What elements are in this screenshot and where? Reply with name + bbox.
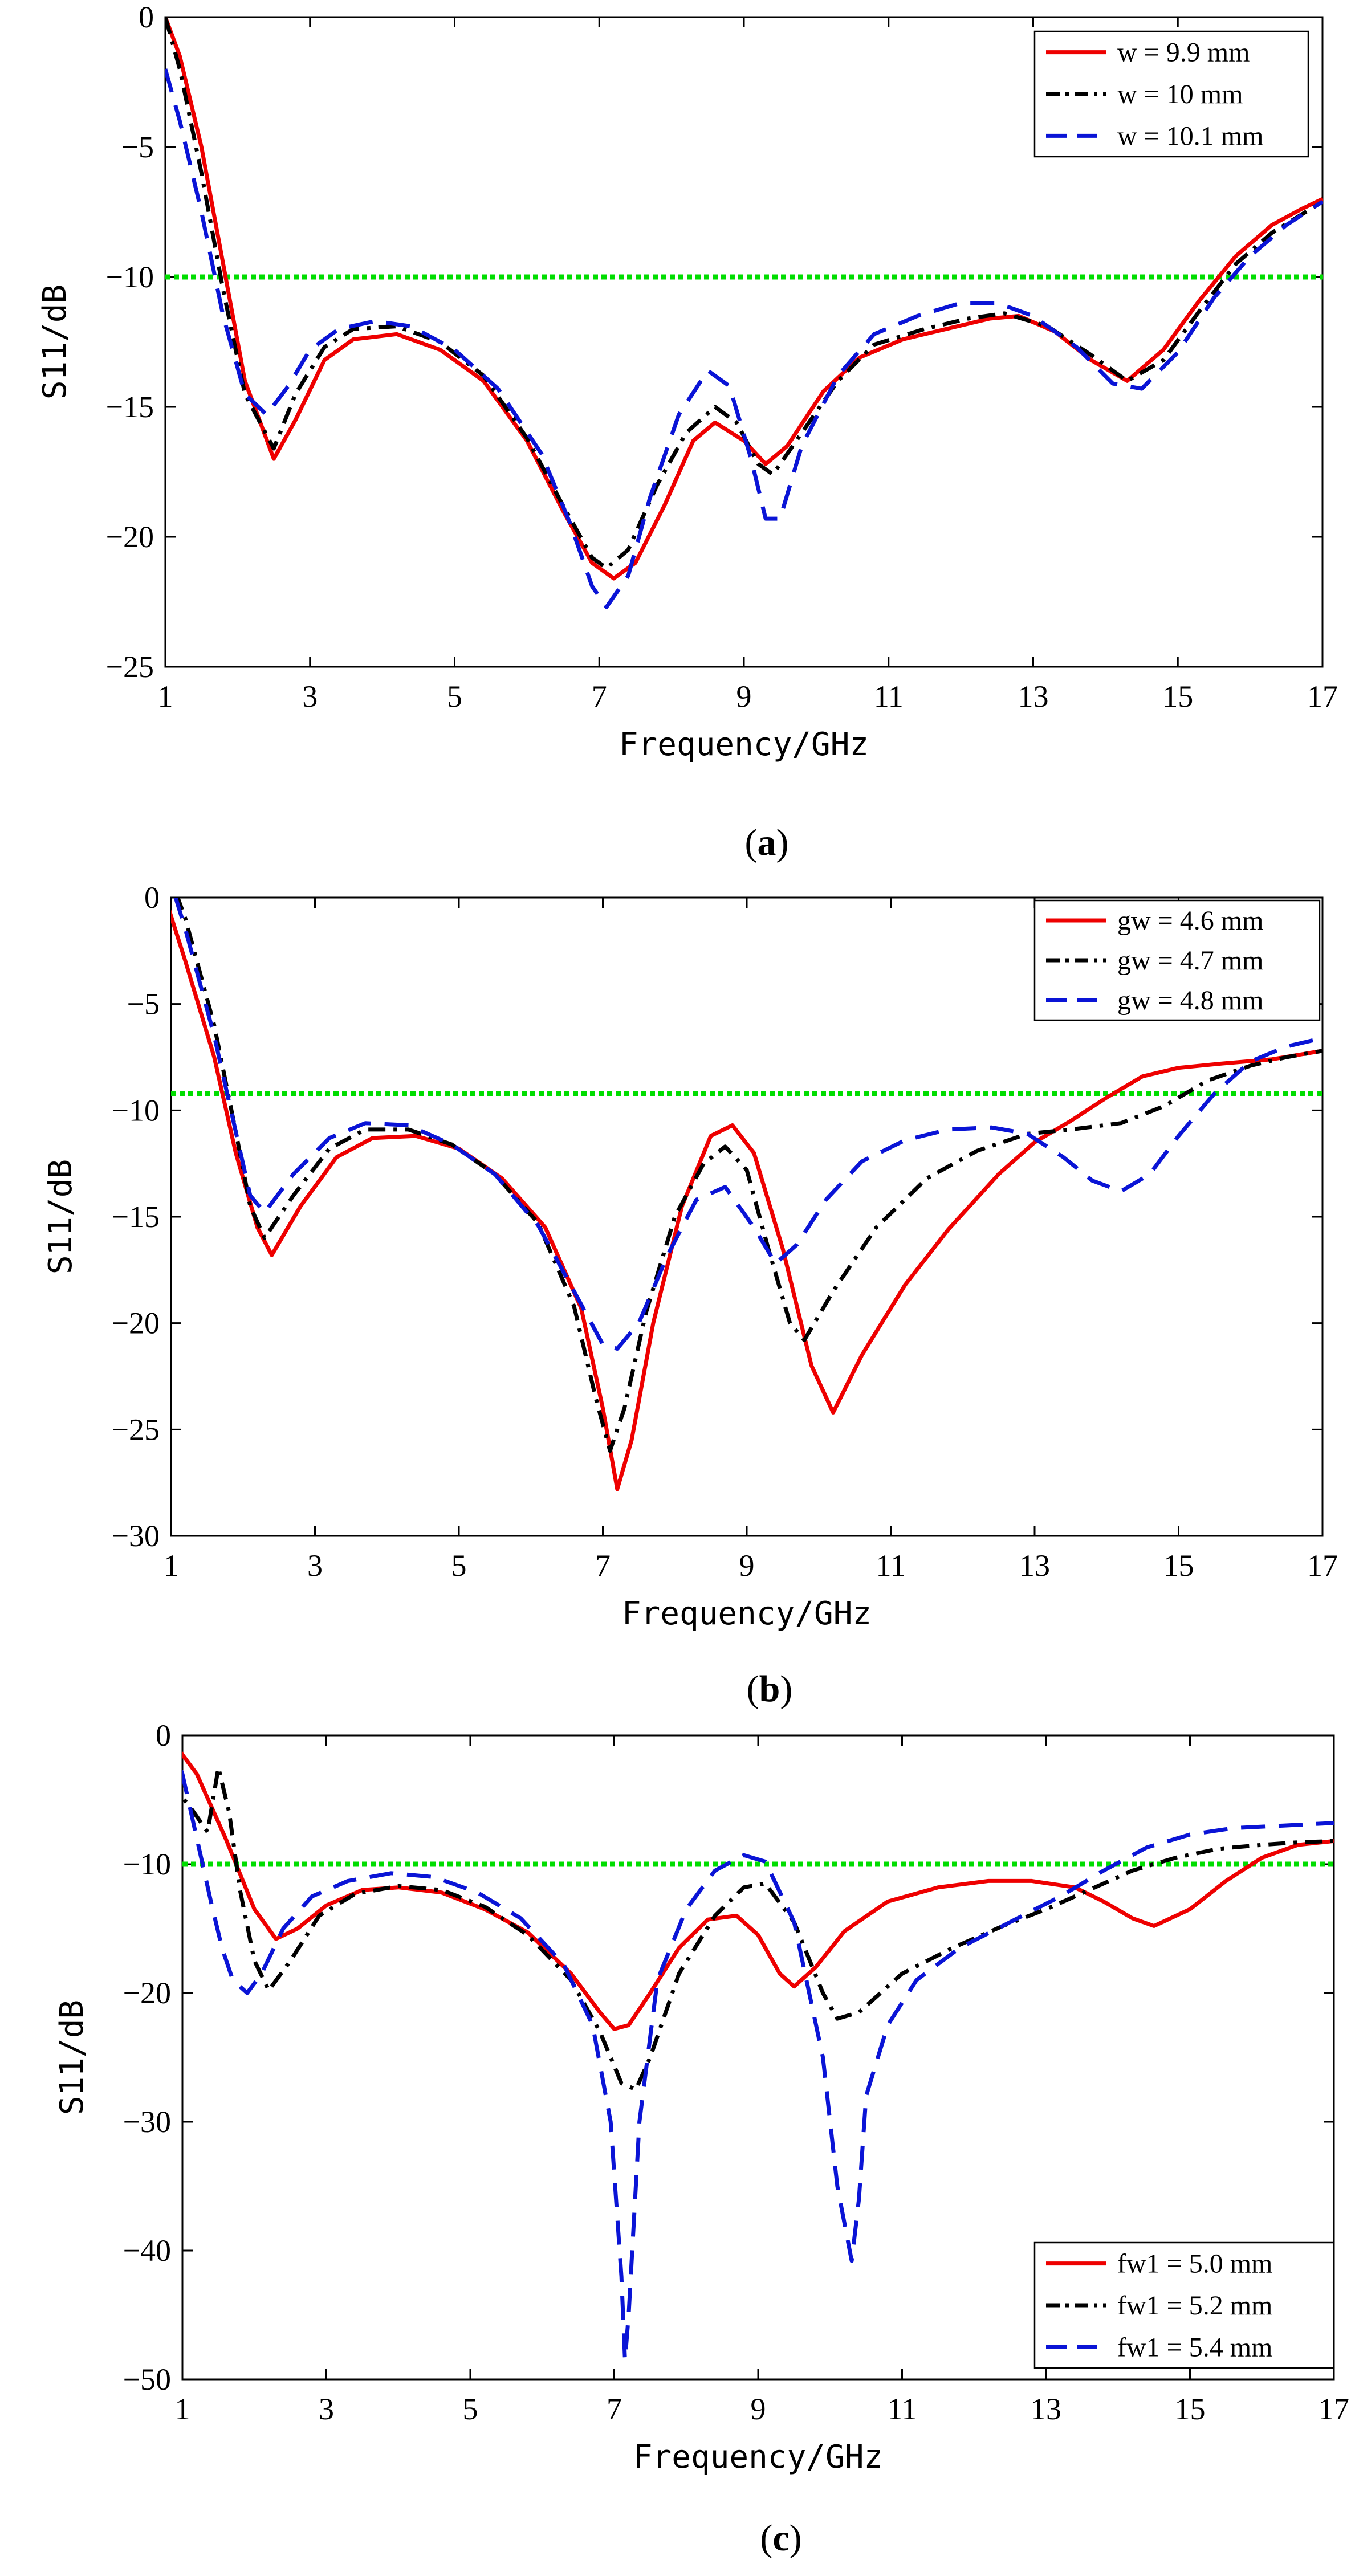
panel-caption: (c) bbox=[760, 2517, 801, 2559]
legend-label-3: w = 10.1 mm bbox=[1117, 121, 1263, 151]
y-tick-label: 0 bbox=[156, 1718, 171, 1752]
y-tick-label: 0 bbox=[144, 881, 160, 915]
series-line-2 bbox=[182, 1766, 1334, 2092]
y-tick-label: −10 bbox=[123, 1847, 171, 1881]
x-tick-label: 15 bbox=[1175, 2392, 1206, 2426]
y-tick-label: −10 bbox=[106, 260, 154, 294]
series-group bbox=[182, 1751, 1334, 2362]
legend: gw = 4.6 mm gw = 4.7 mm gw = 4.8 mm bbox=[1033, 899, 1321, 1021]
x-tick-label: 15 bbox=[1162, 679, 1193, 714]
legend: fw1 = 5.0 mm fw1 = 5.2 mm fw1 = 5.4 mm bbox=[1033, 2241, 1335, 2369]
y-tick-label: 0 bbox=[139, 0, 154, 34]
legend: w = 9.9 mm w = 10 mm w = 10.1 mm bbox=[1033, 30, 1309, 158]
series-line-1 bbox=[182, 1751, 1334, 2031]
x-tick-label: 13 bbox=[1018, 679, 1049, 714]
x-tick-label: 5 bbox=[451, 1548, 467, 1583]
x-tick-label: 17 bbox=[1307, 679, 1338, 714]
legend-label-3: gw = 4.8 mm bbox=[1117, 985, 1263, 1016]
caption-open: ( bbox=[747, 1668, 759, 1710]
legend-label-1: gw = 4.6 mm bbox=[1117, 906, 1263, 936]
x-tick-label: 9 bbox=[739, 1548, 755, 1583]
chart-panel-a: 1 3 5 7 9 11 13 15 170−5−10−15−20−25Frequency/GH… bbox=[36, 0, 1338, 863]
x-tick-label: 9 bbox=[751, 2392, 766, 2426]
y-axis-label: S11/dB bbox=[42, 1159, 79, 1274]
caption-letter: b bbox=[759, 1668, 780, 1710]
y-tick-label: −5 bbox=[127, 987, 160, 1021]
y-tick-label: −30 bbox=[112, 1519, 160, 1553]
series-line-3 bbox=[173, 898, 1323, 1351]
y-tick-label: −15 bbox=[106, 390, 154, 424]
x-tick-label: 17 bbox=[1319, 2392, 1349, 2426]
x-tick-label: 7 bbox=[595, 1548, 611, 1583]
x-tick-label: 5 bbox=[447, 679, 462, 714]
series-line-3 bbox=[165, 68, 1323, 609]
legend-label-3: fw1 = 5.4 mm bbox=[1117, 2332, 1272, 2362]
chart-panel-b: 1 3 5 7 9 11 13 15 170−5−10−15−20−25−30Frequency… bbox=[42, 881, 1338, 1710]
y-tick-label: −40 bbox=[123, 2233, 171, 2268]
x-axis-label: Frequency/GHz bbox=[619, 726, 869, 763]
x-tick-label: 7 bbox=[592, 679, 607, 714]
series-line-2 bbox=[176, 898, 1323, 1453]
y-tick-label: −20 bbox=[123, 1976, 171, 2010]
y-tick-label: −20 bbox=[112, 1306, 160, 1340]
series-group bbox=[171, 898, 1323, 1491]
legend-label-1: w = 9.9 mm bbox=[1117, 38, 1250, 68]
x-tick-label: 11 bbox=[876, 1548, 906, 1583]
x-tick-label: 3 bbox=[302, 679, 318, 714]
x-tick-label: 1 bbox=[158, 679, 173, 714]
x-tick-label: 3 bbox=[307, 1548, 323, 1583]
x-tick-label: 11 bbox=[874, 679, 904, 714]
x-tick-label: 13 bbox=[1031, 2392, 1061, 2426]
caption-letter: a bbox=[758, 822, 776, 863]
y-tick-label: −15 bbox=[112, 1200, 160, 1234]
y-tick-label: −25 bbox=[106, 650, 154, 684]
y-tick-label: −10 bbox=[112, 1093, 160, 1127]
panel-caption: (b) bbox=[747, 1668, 793, 1710]
y-tick-label: −20 bbox=[106, 520, 154, 554]
x-tick-label: 17 bbox=[1307, 1548, 1338, 1583]
caption-open: ( bbox=[760, 2517, 772, 2559]
series-group bbox=[165, 17, 1323, 609]
x-tick-label: 15 bbox=[1163, 1548, 1194, 1583]
x-tick-label: 13 bbox=[1019, 1548, 1050, 1583]
x-tick-label: 1 bbox=[175, 2392, 190, 2426]
series-line-2 bbox=[165, 17, 1323, 570]
y-tick-label: −50 bbox=[123, 2362, 171, 2396]
y-tick-label: −5 bbox=[121, 130, 154, 164]
legend-label-2: w = 10 mm bbox=[1117, 79, 1243, 109]
caption-open: ( bbox=[745, 822, 758, 863]
caption-close: ) bbox=[790, 2517, 802, 2559]
x-tick-label: 11 bbox=[888, 2392, 917, 2426]
caption-letter: c bbox=[772, 2517, 789, 2559]
chart-panel-c: 1 3 5 7 9 11 13 15 170−10−20−30−40−50Frequency/G… bbox=[54, 1718, 1349, 2559]
x-axis-label: Frequency/GHz bbox=[622, 1595, 872, 1632]
y-tick-label: −25 bbox=[112, 1412, 160, 1446]
legend-label-2: fw1 = 5.2 mm bbox=[1117, 2290, 1272, 2321]
x-tick-label: 3 bbox=[319, 2392, 334, 2426]
caption-close: ) bbox=[776, 822, 789, 863]
y-axis-label: S11/dB bbox=[36, 284, 74, 400]
y-axis-label: S11/dB bbox=[54, 2000, 91, 2115]
legend-label-2: gw = 4.7 mm bbox=[1117, 945, 1263, 976]
x-tick-label: 1 bbox=[164, 1548, 179, 1583]
legend-label-1: fw1 = 5.0 mm bbox=[1117, 2249, 1272, 2279]
x-axis-label: Frequency/GHz bbox=[633, 2439, 883, 2476]
y-tick-label: −30 bbox=[123, 2105, 171, 2139]
panel-caption: (a) bbox=[745, 822, 789, 863]
series-line-3 bbox=[182, 1768, 1334, 2362]
x-tick-label: 5 bbox=[463, 2392, 478, 2426]
caption-close: ) bbox=[780, 1668, 792, 1710]
x-tick-label: 9 bbox=[736, 679, 752, 714]
x-tick-label: 7 bbox=[607, 2392, 622, 2426]
